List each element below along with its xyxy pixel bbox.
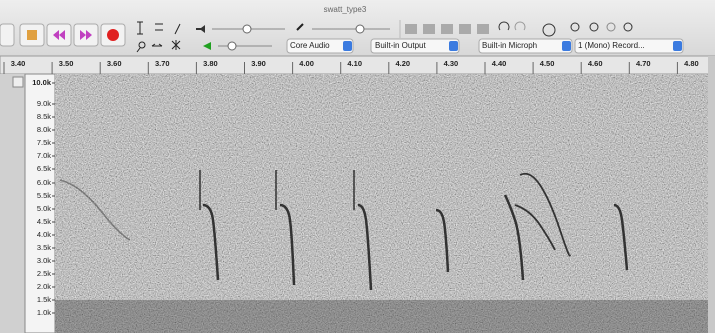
window-title: swatt_type3: [324, 5, 367, 14]
frequency-label: 8.0k: [37, 125, 51, 134]
timeline-label: 4.40: [492, 59, 507, 68]
audacity-window: swatt_type3: [0, 0, 715, 333]
frequency-label: 2.5k: [37, 269, 51, 278]
timeline-label: 3.90: [251, 59, 266, 68]
frequency-label: 6.0k: [37, 178, 51, 187]
timeline-label: 4.50: [540, 59, 555, 68]
timeline-label: 4.00: [299, 59, 314, 68]
timeline-label: 3.80: [203, 59, 218, 68]
screen: swatt_type3: [0, 0, 715, 333]
frequency-label: 6.5k: [37, 164, 51, 173]
track-menu-button[interactable]: [13, 77, 23, 87]
frequency-label: 3.5k: [37, 243, 51, 252]
frequency-label: 10.0k: [32, 78, 52, 87]
timeline-label: 4.20: [395, 59, 410, 68]
frequency-label: 5.5k: [37, 191, 51, 200]
frequency-label: 4.0k: [37, 230, 51, 239]
scrollbar[interactable]: [708, 56, 715, 333]
frequency-label: 7.5k: [37, 138, 51, 147]
frequency-label: 3.0k: [37, 256, 51, 265]
timeline-label: 4.60: [588, 59, 603, 68]
frequency-label: 7.0k: [37, 151, 51, 160]
input-channels: 1 (Mono) Record...: [578, 41, 645, 50]
timeline-label: 4.80: [684, 59, 699, 68]
timeline-label: 3.40: [11, 59, 26, 68]
input-device: Built-in Microph: [482, 41, 537, 50]
low-frequency-band: [55, 300, 708, 333]
output-device: Built-in Output: [375, 41, 426, 50]
frequency-label: 9.0k: [37, 99, 51, 108]
timeline-label: 3.50: [59, 59, 74, 68]
audio-host: Core Audio: [290, 41, 330, 50]
timeline-label: 3.60: [107, 59, 122, 68]
frequency-label: 4.5k: [37, 217, 51, 226]
frequency-label: 8.5k: [37, 112, 51, 121]
spectrogram: [55, 74, 708, 333]
timeline-label: 4.30: [444, 59, 459, 68]
timeline-label: 4.10: [347, 59, 362, 68]
frequency-label: 5.0k: [37, 204, 51, 213]
timeline-label: 4.70: [636, 59, 651, 68]
frequency-label: 2.0k: [37, 282, 51, 291]
frequency-label: 1.0k: [37, 308, 51, 317]
frequency-label: 1.5k: [37, 295, 51, 304]
track-control-panel: [0, 74, 25, 333]
timeline-label: 3.70: [155, 59, 170, 68]
